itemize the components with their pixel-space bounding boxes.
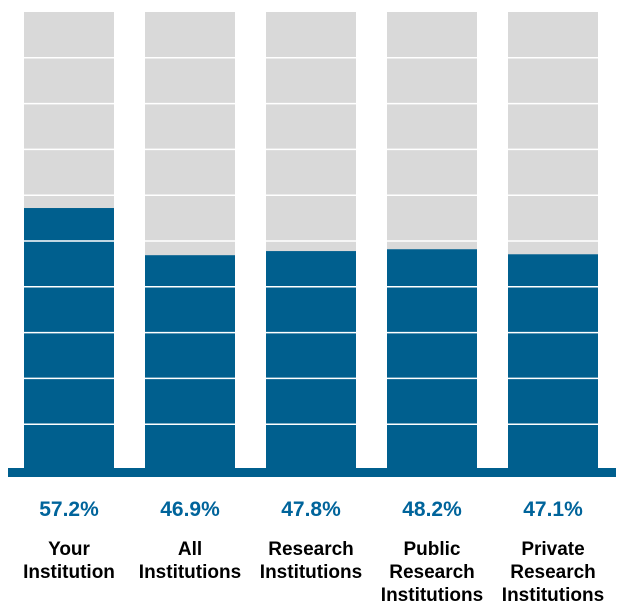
category-label-line: Research <box>510 562 596 583</box>
bar-value <box>145 255 235 470</box>
category-label: Public Research Institutions <box>381 539 483 606</box>
value-label: 48.2% <box>402 498 462 521</box>
category-label: Your Institution <box>23 539 115 583</box>
category-label-line: Research <box>268 539 354 560</box>
value-labels-group: 57.2% 46.9% 47.8% 48.2% 47.1% <box>39 498 583 521</box>
category-label-line: Public <box>403 539 460 560</box>
category-label-line: Institutions <box>260 562 362 583</box>
bar-value <box>387 249 477 470</box>
category-label-line: All <box>178 539 202 560</box>
category-label: Private Research Institutions <box>502 539 604 606</box>
bar-value <box>24 208 114 471</box>
category-label-line: Institution <box>23 562 115 583</box>
category-label-line: Research <box>389 562 475 583</box>
category-label-line: Your <box>48 539 90 560</box>
category-label-line: Private <box>521 539 584 560</box>
category-label-line: Institutions <box>381 585 483 606</box>
category-label: Research Institutions <box>260 539 362 583</box>
baseline-axis <box>8 468 616 477</box>
value-label: 46.9% <box>160 498 220 521</box>
category-label-line: Institutions <box>502 585 604 606</box>
value-label: 47.1% <box>523 498 583 521</box>
category-label-line: Institutions <box>139 562 241 583</box>
value-label: 57.2% <box>39 498 99 521</box>
category-label: All Institutions <box>139 539 241 583</box>
bar-value <box>266 251 356 470</box>
gridlines-group <box>24 57 598 425</box>
value-label: 47.8% <box>281 498 341 521</box>
bar-value <box>508 254 598 470</box>
